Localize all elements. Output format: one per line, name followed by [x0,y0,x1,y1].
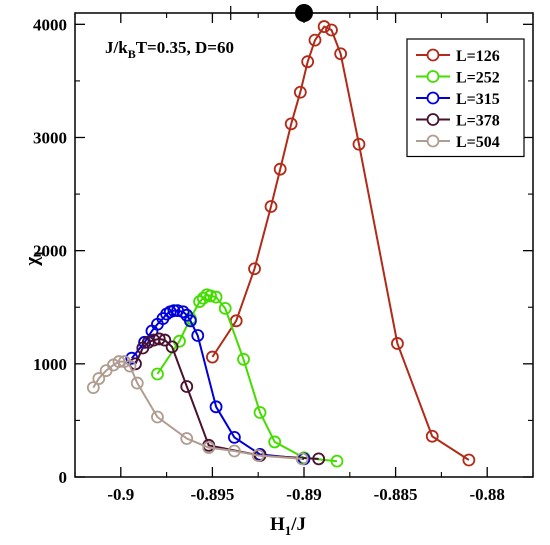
data-point [227,444,241,458]
data-point [180,432,194,445]
legend-swatch-marker [426,70,440,83]
legend-label: L=126 [456,48,500,65]
data-point [196,291,210,305]
data-point [112,355,126,368]
data-point [204,289,217,303]
data-point [184,314,197,328]
data-point [130,376,144,390]
data-point [425,429,439,443]
legend-item: L=126 [416,48,500,65]
errorbar-layer [230,4,378,22]
y-axis-title: χ1 [22,250,46,266]
data-point [330,454,344,468]
data-point [209,290,223,304]
data-point [227,430,241,444]
data-point [180,380,194,393]
legend-item: L=504 [416,134,500,151]
x-axis-title: H1/J [270,514,306,538]
data-point [312,452,326,466]
y-tick-label: 2000 [33,242,67,261]
x-tick-label: -0.9 [107,485,134,504]
legend-label: L=378 [456,113,500,130]
chart-annotation: J/kBT=0.35, D=60 [105,38,234,61]
legend-swatch-marker [426,134,440,148]
series-line [92,360,303,460]
data-point [202,441,216,454]
series-line [211,25,470,461]
legend-label: L=315 [456,91,500,108]
data-point [308,33,322,47]
data-point [248,262,261,276]
data-point [165,340,179,354]
data-point [209,400,223,414]
data-point [191,329,205,342]
x-tick-label: -0.88 [469,485,504,504]
data-point [151,367,164,381]
x-tick-label: -0.89 [286,485,321,504]
series-5 [86,355,309,466]
data-point [251,449,265,462]
data-point [295,452,309,466]
legend-item: L=378 [416,113,500,130]
data-point [86,381,100,394]
axis-ticks [74,13,534,478]
data-point [334,47,348,61]
data-point [284,117,298,131]
y-tick-label: 1000 [33,355,67,374]
legend-swatch-marker [426,48,440,62]
data-point [193,295,206,308]
data-point [205,350,219,364]
data-point [268,435,282,449]
data-point [264,200,278,213]
legend-swatch-marker [426,113,440,126]
x-tick-label: -0.895 [190,485,234,504]
y-tick-label: 0 [59,468,68,487]
data-point [237,352,250,366]
legend-item: L=315 [416,91,500,108]
data-point [273,162,287,176]
data-point [253,406,267,419]
data-point [352,137,366,151]
data-point [293,85,307,99]
plot-area [74,4,534,478]
data-point [123,359,137,373]
data-point [152,332,166,346]
data-point [301,55,315,69]
y-tick-label: 3000 [33,128,67,147]
x-tick-labels: -0.9 -0.895 -0.89 -0.885 -0.88 [107,485,505,504]
data-point [462,453,476,467]
data-point [317,20,331,33]
errorbar-point [295,4,313,22]
legend-swatch-marker [426,91,440,105]
data-point [325,23,338,37]
data-point [92,372,106,385]
data-point [176,305,190,319]
legend: L=126 L=252 L=315 L=378 L=504 [406,38,525,158]
data-point [151,410,164,424]
series-layer [86,20,476,468]
data-point [167,304,181,318]
data-point [158,333,172,347]
data-point [391,337,404,350]
legend-label: L=504 [456,134,500,151]
y-tick-label: 4000 [33,15,67,34]
data-point [218,301,232,315]
y-tick-labels: 0 1000 2000 3000 4000 [33,15,67,487]
legend-label: L=252 [456,70,500,87]
legend-item: L=252 [416,70,500,87]
x-tick-label: -0.885 [374,485,418,504]
